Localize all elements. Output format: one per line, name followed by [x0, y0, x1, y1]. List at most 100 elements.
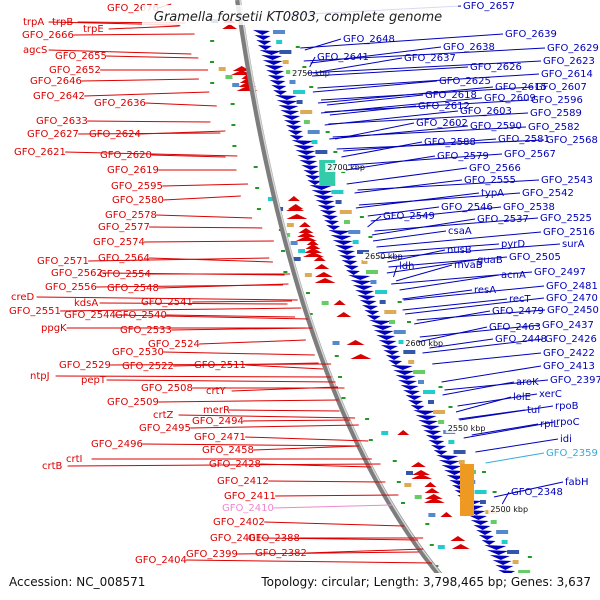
gene-label-gfo_2426[interactable]: GFO_2426: [545, 334, 597, 345]
gene-label-gfo_2509[interactable]: GFO_2509: [107, 397, 159, 408]
gene-label-gfo_2580[interactable]: GFO_2580: [112, 195, 164, 206]
gene-label-nusb[interactable]: nusB: [447, 245, 472, 256]
gene-label-gfo_2637[interactable]: GFO_2637: [404, 53, 456, 64]
gene-label-gfo_2618[interactable]: GFO_2618: [425, 90, 477, 101]
gene-label-gfo_2458[interactable]: GFO_2458: [202, 445, 254, 456]
gene-label-gfo_2633[interactable]: GFO_2633: [36, 116, 88, 127]
gene-label-gfo_2676[interactable]: GFO_2676: [107, 3, 159, 14]
gene-label-gfo_2529[interactable]: GFO_2529: [59, 360, 111, 371]
gene-label-gfo_2551[interactable]: GFO_2551: [9, 306, 61, 317]
gene-label-gfo_2542[interactable]: GFO_2542: [522, 188, 574, 199]
gene-label-gfo_2511[interactable]: GFO_2511: [194, 360, 246, 371]
gene-label-gfo_2657[interactable]: GFO_2657: [463, 1, 515, 12]
gene-label-gfo_2625[interactable]: GFO_2625: [439, 76, 491, 87]
gene-label-gfo_2603[interactable]: GFO_2603: [460, 106, 512, 117]
gene-label-gfo_2623[interactable]: GFO_2623: [543, 56, 595, 67]
gene-label-gfo_2666[interactable]: GFO_2666: [22, 30, 74, 41]
gene-label-crti[interactable]: crtI: [66, 454, 82, 465]
gene-label-gfo_2399[interactable]: GFO_2399: [186, 549, 238, 560]
gene-label-gfo_2624[interactable]: GFO_2624: [89, 129, 141, 140]
gene-label-agcs[interactable]: agcS: [23, 45, 47, 56]
gene-label-gfo_2620[interactable]: GFO_2620: [100, 150, 152, 161]
gene-label-gfo_2609[interactable]: GFO_2609: [484, 93, 536, 104]
gene-label-gfo_2642[interactable]: GFO_2642: [33, 91, 85, 102]
gene-label-crtb[interactable]: crtB: [42, 461, 63, 472]
gene-label-gfo_2463[interactable]: GFO_2463: [489, 322, 541, 333]
gene-label-gfo_2530[interactable]: GFO_2530: [112, 347, 164, 358]
gene-label-gfo_2359[interactable]: GFO_2359: [546, 448, 598, 459]
gene-label-gfo_2612[interactable]: GFO_2612: [418, 101, 470, 112]
gene-label-gfo_2522[interactable]: GFO_2522: [122, 361, 174, 372]
gene-label-ldh[interactable]: ldh: [399, 261, 414, 272]
gene-label-gfo_2648[interactable]: GFO_2648: [343, 34, 395, 45]
gene-label-gfo_2516[interactable]: GFO_2516: [543, 227, 595, 238]
gene-label-rpoc[interactable]: rpoC: [556, 417, 580, 428]
gene-label-gfo_2404[interactable]: GFO_2404: [135, 555, 187, 566]
gene-label-gfo_2450[interactable]: GFO_2450: [547, 305, 599, 316]
gene-label-gfo_2588[interactable]: GFO_2588: [424, 137, 476, 148]
gene-label-gfo_2543[interactable]: GFO_2543: [541, 175, 593, 186]
gene-label-xerc[interactable]: xerC: [539, 389, 562, 400]
gene-label-gfo_2540[interactable]: GFO_2540: [115, 310, 167, 321]
gene-label-gfo_2574[interactable]: GFO_2574: [93, 237, 145, 248]
gene-label-gfo_2590[interactable]: GFO_2590: [470, 121, 522, 132]
gene-label-gfo_2538[interactable]: GFO_2538: [503, 202, 555, 213]
gene-label-gfo_2497[interactable]: GFO_2497: [534, 267, 586, 278]
gene-label-gfo_2582[interactable]: GFO_2582: [528, 122, 580, 133]
gene-label-gfo_2646[interactable]: GFO_2646: [30, 76, 82, 87]
gene-label-gfo_2626[interactable]: GFO_2626: [470, 62, 522, 73]
gene-label-gfo_2627[interactable]: GFO_2627: [27, 129, 79, 140]
gene-label-gfo_2411[interactable]: GFO_2411: [224, 491, 276, 502]
gene-label-gfo_2508[interactable]: GFO_2508: [141, 383, 193, 394]
gene-label-gfo_2641[interactable]: GFO_2641: [317, 52, 369, 63]
gene-label-gfo_2401[interactable]: GFO_2401: [210, 533, 262, 544]
gene-label-gfo_2505[interactable]: GFO_2505: [509, 252, 561, 263]
gene-label-gfo_2556[interactable]: GFO_2556: [45, 282, 97, 293]
gene-label-gfo_2655[interactable]: GFO_2655: [55, 51, 107, 62]
gene-label-pept[interactable]: pepT: [81, 375, 107, 386]
gene-label-typa[interactable]: typA: [481, 188, 504, 199]
gene-label-gfo_2495[interactable]: GFO_2495: [139, 423, 191, 434]
gene-label-gfo_2619[interactable]: GFO_2619: [107, 165, 159, 176]
gene-label-gfo_2578[interactable]: GFO_2578: [105, 210, 157, 221]
gene-label-fabh[interactable]: fabH: [565, 477, 589, 488]
gene-label-gfo_2524[interactable]: GFO_2524: [148, 339, 200, 350]
gene-label-rect[interactable]: recT: [509, 294, 532, 305]
gene-label-gfo_2567[interactable]: GFO_2567: [504, 149, 556, 160]
gene-label-gfo_2402[interactable]: GFO_2402: [213, 517, 265, 528]
gene-label-trpa[interactable]: trpA: [23, 17, 44, 28]
gene-label-gfo_2629[interactable]: GFO_2629: [547, 43, 599, 54]
gene-label-rpll[interactable]: rplL: [540, 419, 559, 430]
gene-label-ntpj[interactable]: ntpJ: [30, 371, 50, 382]
gene-label-gfo_2607[interactable]: GFO_2607: [535, 82, 587, 93]
gene-label-gfo_2537[interactable]: GFO_2537: [477, 214, 529, 225]
gene-label-gfo_2533[interactable]: GFO_2533: [120, 325, 172, 336]
gene-label-gfo_2544[interactable]: GFO_2544: [64, 310, 116, 321]
gene-label-gfo_2428[interactable]: GFO_2428: [209, 459, 261, 470]
gene-label-gfo_2546[interactable]: GFO_2546: [441, 202, 493, 213]
gene-label-kdsa[interactable]: kdsA: [74, 298, 98, 309]
gene-label-gfo_2481[interactable]: GFO_2481: [546, 281, 598, 292]
gene-label-rpob[interactable]: rpoB: [555, 401, 579, 412]
gene-label-gfo_2636[interactable]: GFO_2636: [94, 98, 146, 109]
gene-label-gfo_2388[interactable]: GFO_2388: [248, 533, 300, 544]
gene-label-arok[interactable]: aroK: [516, 377, 539, 388]
gene-label-gfo_2621[interactable]: GFO_2621: [14, 147, 66, 158]
gene-label-gfo_2562[interactable]: GFO_2562: [51, 268, 103, 279]
gene-label-gfo_2639[interactable]: GFO_2639: [505, 29, 557, 40]
gene-label-gfo_2412[interactable]: GFO_2412: [217, 476, 269, 487]
gene-label-gfo_2652[interactable]: GFO_2652: [49, 65, 101, 76]
gene-label-gfo_2397[interactable]: GFO_2397: [550, 375, 600, 386]
gene-label-gfo_2422[interactable]: GFO_2422: [543, 348, 595, 359]
gene-label-trpe[interactable]: trpE: [83, 24, 104, 35]
gene-label-gfo_2496[interactable]: GFO_2496: [91, 439, 143, 450]
gene-label-gfo_2348[interactable]: GFO_2348: [511, 487, 563, 498]
gene-label-csaa[interactable]: csaA: [448, 226, 472, 237]
gene-label-gfo_2471[interactable]: GFO_2471: [194, 432, 246, 443]
gene-label-gfo_2437[interactable]: GFO_2437: [542, 320, 594, 331]
gene-label-gfo_2479[interactable]: GFO_2479: [492, 306, 544, 317]
gene-label-gfo_2596[interactable]: GFO_2596: [531, 95, 583, 106]
gene-label-pyrd[interactable]: pyrD: [501, 239, 525, 250]
gene-label-ppgk[interactable]: ppgK: [41, 323, 67, 334]
gene-label-gfo_2615[interactable]: GFO_2615: [495, 82, 547, 93]
